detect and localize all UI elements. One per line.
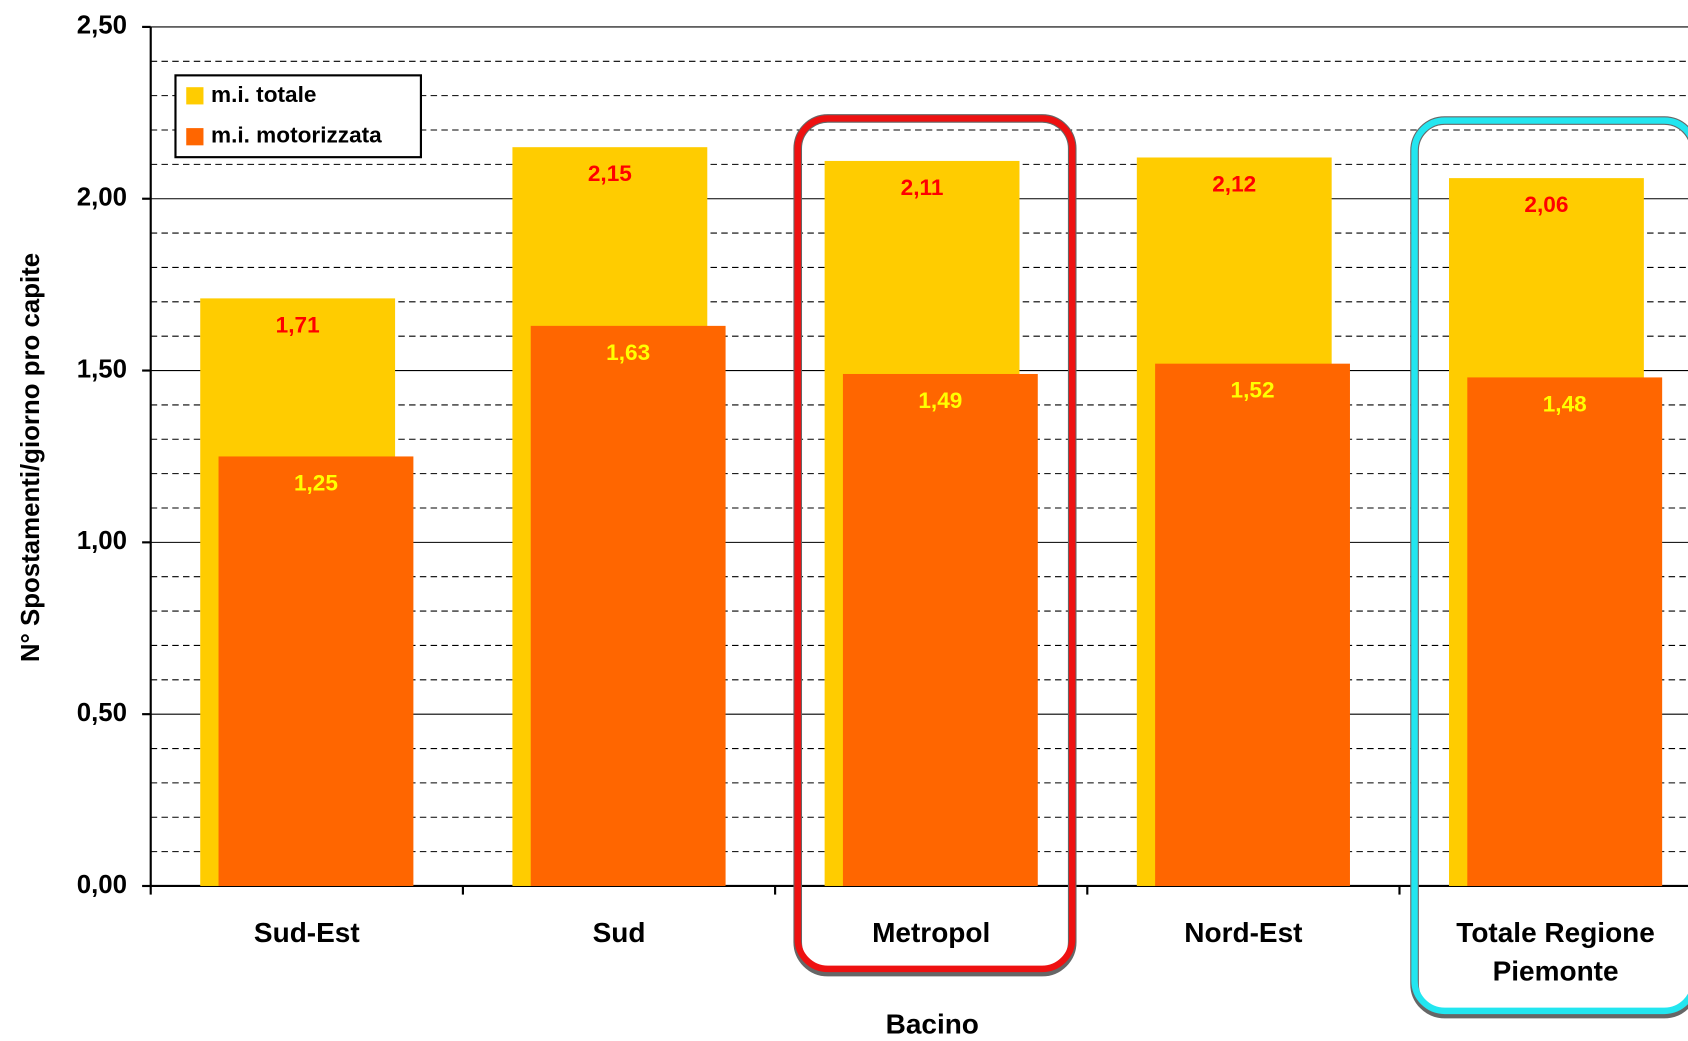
data-label: 1,52 bbox=[1231, 378, 1275, 403]
x-tick-label: Metropol bbox=[872, 916, 991, 949]
data-label: 2,11 bbox=[901, 175, 944, 200]
highlight-totale bbox=[1411, 117, 1688, 1015]
x-tick-label: Sud bbox=[592, 916, 646, 949]
data-label: 1,71 bbox=[276, 312, 320, 337]
bar bbox=[1467, 377, 1663, 886]
data-label: 1,48 bbox=[1543, 391, 1587, 416]
bar bbox=[842, 373, 1038, 886]
y-tick-label: 1,00 bbox=[77, 527, 127, 555]
y-tick-label: 0,50 bbox=[77, 699, 127, 727]
bar bbox=[530, 325, 726, 886]
x-tick-label-box: Totale Regione Piemonte bbox=[1456, 916, 1655, 988]
x-tick-label: Totale Regione Piemonte bbox=[1456, 916, 1655, 988]
x-tick-label: Nord-Est bbox=[1184, 916, 1303, 949]
x-tick-label-box: Sud-Est bbox=[253, 916, 360, 949]
x-tick-label: Sud-Est bbox=[253, 916, 360, 949]
x-axis-title: Bacino bbox=[886, 1008, 979, 1039]
bar bbox=[218, 456, 414, 886]
data-label: 1,25 bbox=[294, 470, 338, 495]
data-label: 2,12 bbox=[1212, 171, 1256, 196]
data-label: 1,49 bbox=[918, 388, 962, 413]
bar bbox=[1155, 363, 1350, 886]
y-tick-label: 2,00 bbox=[77, 184, 127, 212]
legend-swatch bbox=[186, 128, 204, 146]
highlight-metropol bbox=[794, 115, 1076, 973]
data-label: 2,06 bbox=[1524, 192, 1568, 217]
x-tick-label-box: Metropol bbox=[872, 916, 991, 949]
legend bbox=[174, 74, 423, 159]
bars: 1,71 2,15 2,11 2,12 2,06 1,25 1,63 1,49 1,52 1,48 bbox=[200, 147, 1663, 886]
y-tick-label: 0,00 bbox=[77, 871, 127, 899]
x-tick-label-box: Sud bbox=[592, 916, 646, 949]
legend-label: m.i. totale bbox=[211, 82, 316, 107]
legend-label: m.i. motorizzata bbox=[211, 123, 382, 148]
y-axis-title: N° Spostamenti/giorno pro capite bbox=[17, 253, 45, 662]
x-tick-label-box: Nord-Est bbox=[1184, 916, 1303, 949]
data-label: 2,15 bbox=[588, 161, 632, 186]
legend-swatch bbox=[186, 87, 204, 105]
y-tick-label: 1,50 bbox=[77, 355, 127, 383]
data-label: 1,63 bbox=[606, 340, 650, 365]
y-tick-label: 2,50 bbox=[77, 12, 127, 40]
